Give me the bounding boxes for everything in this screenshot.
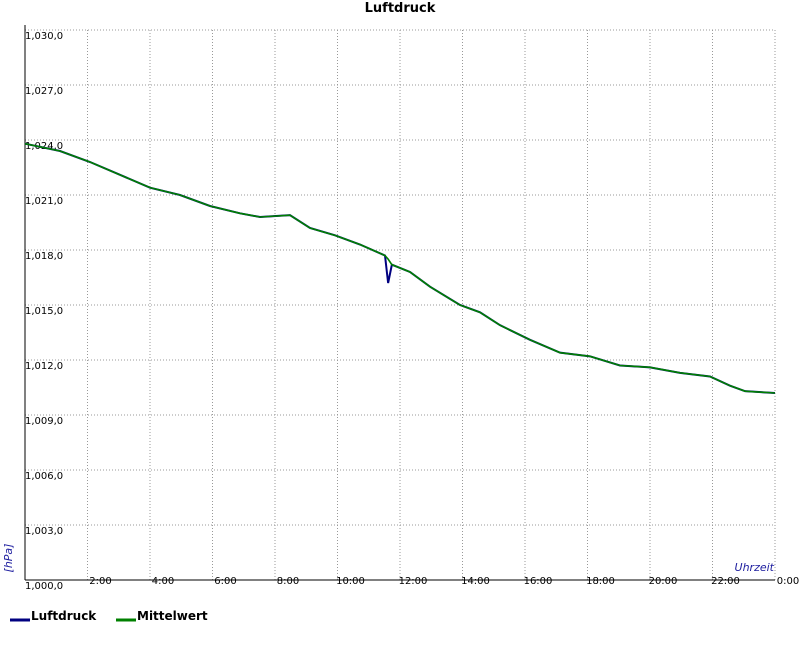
x-tick-label: 8:00	[277, 576, 299, 587]
x-tick-label: 2:00	[89, 576, 111, 587]
x-tick-label: 20:00	[649, 576, 678, 587]
y-tick-label: 1,015,0	[25, 306, 63, 317]
x-tick-label: 10:00	[336, 576, 365, 587]
x-tick-label: 22:00	[711, 576, 740, 587]
y-axis-label: [hPa]	[2, 544, 15, 573]
x-tick-label: 14:00	[461, 576, 490, 587]
y-tick-label: 1,009,0	[25, 416, 63, 427]
x-tick-label: 4:00	[152, 576, 174, 587]
x-tick-label: 6:00	[214, 576, 236, 587]
chart-title: Luftdruck	[365, 1, 436, 16]
y-tick-label: 1,027,0	[25, 86, 63, 97]
y-tick-label: 1,000,0	[25, 581, 63, 592]
y-tick-label: 1,018,0	[25, 251, 63, 262]
y-tick-label: 1,012,0	[25, 361, 63, 372]
x-tick-label: 12:00	[399, 576, 428, 587]
legend-label: Mittelwert	[137, 609, 208, 623]
y-tick-label: 1,006,0	[25, 471, 63, 482]
x-tick-label: 16:00	[524, 576, 553, 587]
x-tick-label: 0:00	[777, 576, 799, 587]
y-tick-label: 1,003,0	[25, 526, 63, 537]
y-tick-label: 1,030,0	[25, 31, 63, 42]
x-axis-label: Uhrzeit	[735, 561, 775, 574]
legend-label: Luftdruck	[31, 609, 97, 623]
data-line	[24, 142, 776, 394]
y-tick-label: 1,024,0	[25, 141, 63, 152]
x-tick-label: 18:00	[586, 576, 615, 587]
y-tick-label: 1,021,0	[25, 196, 63, 207]
